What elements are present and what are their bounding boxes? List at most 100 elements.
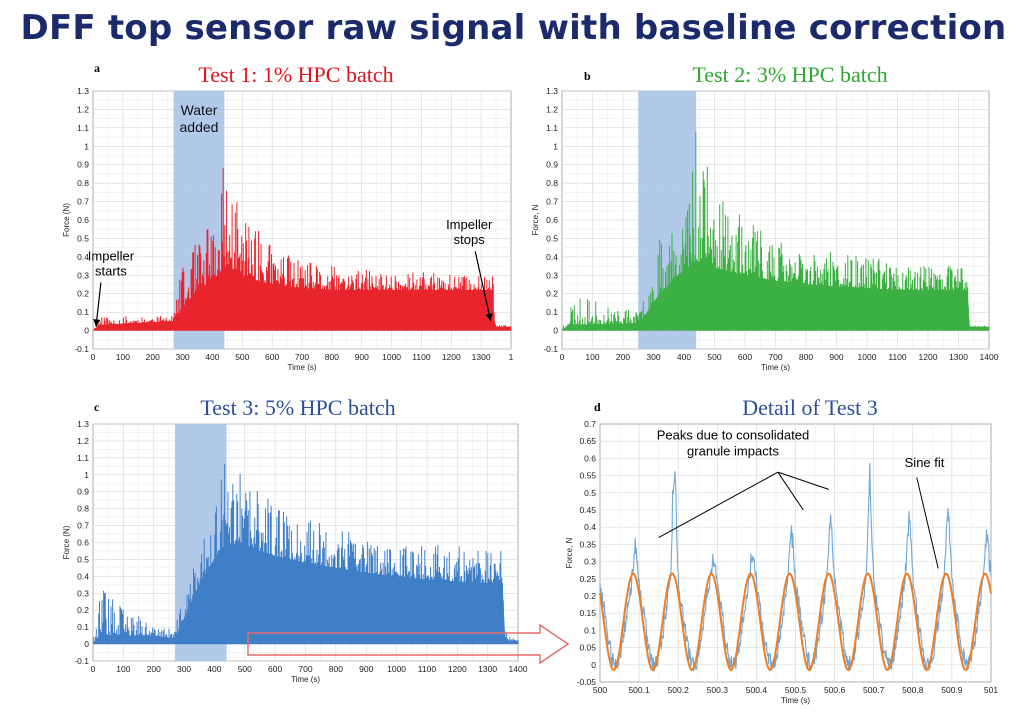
x-tick-label: 100	[116, 352, 130, 362]
y-tick-label: 0.4	[77, 252, 89, 262]
x-axis-label: Time (s)	[287, 363, 316, 372]
x-tick-label: 900	[829, 352, 843, 362]
y-tick-label: 0.55	[579, 471, 596, 481]
x-tick-label: 1000	[382, 352, 401, 362]
x-tick-label: 1	[509, 352, 514, 362]
x-tick-label: 500.4	[746, 685, 768, 695]
y-tick-label: 0.3	[77, 588, 89, 598]
x-tick-label: 500	[707, 352, 721, 362]
x-tick-label: 600	[265, 352, 279, 362]
y-tick-label: 0.15	[579, 608, 596, 618]
annotation-line: stops	[454, 232, 486, 247]
y-tick-label: 1	[84, 470, 89, 480]
y-tick-label: 0.3	[584, 557, 596, 567]
annotation-line: Peaks due to consolidated	[657, 427, 810, 442]
y-tick-label: 0	[84, 639, 89, 649]
signal-series	[93, 168, 512, 331]
x-tick-label: 400	[205, 352, 219, 362]
y-tick-label: -0.1	[543, 344, 558, 354]
connector-arrow-shape	[247, 623, 570, 665]
x-axis-label: Time (s)	[291, 675, 320, 684]
x-tick-label: 600	[738, 352, 752, 362]
x-tick-label: 0	[91, 352, 96, 362]
y-tick-label: 0.7	[546, 197, 558, 207]
y-tick-label: 1	[84, 141, 89, 151]
y-tick-label: 0.3	[77, 270, 89, 280]
y-tick-label: 0.4	[546, 252, 558, 262]
y-tick-label: 0.8	[77, 178, 89, 188]
x-tick-label: 1300	[949, 352, 968, 362]
x-tick-label: 1000	[387, 664, 406, 674]
y-tick-label: 0.1	[546, 307, 558, 317]
y-tick-label: 0	[84, 326, 89, 336]
y-tick-label: 0.5	[77, 554, 89, 564]
y-tick-label: 1	[553, 141, 558, 151]
y-tick-label: 1.3	[77, 419, 89, 429]
annotation-sine-fit-pointer	[916, 477, 939, 569]
y-tick-label: 0.45	[579, 505, 596, 515]
y-tick-label: 0.4	[584, 522, 596, 532]
y-tick-label: 0.3	[546, 270, 558, 280]
x-axis-label: Time (s)	[781, 696, 810, 705]
y-tick-label: 0.5	[77, 233, 89, 243]
y-axis-label: Force (N)	[62, 203, 71, 237]
x-tick-label: 0	[91, 664, 96, 674]
x-tick-label: 500	[235, 352, 249, 362]
y-tick-label: 1.2	[77, 436, 89, 446]
x-tick-label: 300	[646, 352, 660, 362]
arrow-impeller-starts	[93, 282, 102, 327]
axes: 500 500.1 500.2 500.3 500.4 500.5 500.6 500.7 50…	[565, 419, 998, 705]
y-tick-label: 0.8	[546, 178, 558, 188]
panel-c: c Test 3: 5% HPC batch 0 100 200 300 400 500 6…	[62, 395, 528, 684]
signal-series	[93, 463, 519, 645]
y-tick-label: 0.6	[546, 215, 558, 225]
y-tick-label: 0.9	[77, 487, 89, 497]
panel-d-title: Detail of Test 3	[742, 395, 878, 420]
y-tick-label: -0.05	[577, 677, 597, 687]
y-axis-label: Force, N	[531, 204, 540, 235]
axes: 0 100 200 300 400 500 600 700 800 900 1000 1100 1200…	[531, 86, 999, 372]
y-tick-label: 0.2	[77, 289, 89, 299]
signal-body	[93, 542, 518, 645]
x-tick-label: 500.6	[824, 685, 846, 695]
y-tick-label: 0.4	[77, 571, 89, 581]
annotation-line: starts	[95, 264, 127, 279]
main-title: DFF top sensor raw signal with baseline …	[20, 8, 1007, 48]
y-tick-label: 0.2	[77, 605, 89, 615]
x-tick-label: 800	[329, 664, 343, 674]
y-tick-label: 0	[591, 660, 596, 670]
panel-label-c: c	[94, 400, 100, 414]
x-tick-label: 800	[325, 352, 339, 362]
signal-series	[562, 131, 990, 331]
y-tick-label: 0.1	[77, 307, 89, 317]
annotation-line: granule impacts	[687, 443, 779, 458]
panel-c-title: Test 3: 5% HPC batch	[200, 395, 395, 420]
annotation-line: Impeller	[88, 249, 135, 264]
y-tick-label: 1.1	[546, 123, 558, 133]
y-tick-label: 0.2	[546, 289, 558, 299]
y-tick-label: -0.1	[74, 344, 89, 354]
x-tick-label: 100	[116, 664, 130, 674]
x-tick-label: 500.9	[941, 685, 963, 695]
plot-c: 0 100 200 300 400 500 600 700 800 900 1000 1100 1200…	[62, 419, 528, 684]
y-tick-label: 0.7	[77, 197, 89, 207]
x-tick-label: 500.2	[668, 685, 690, 695]
x-tick-label: 1400	[980, 352, 999, 362]
y-tick-label: 0.8	[77, 504, 89, 514]
x-tick-label: 500.3	[707, 685, 729, 695]
panel-label-a: a	[94, 61, 100, 75]
y-tick-label: 0.2	[584, 591, 596, 601]
annotation-line: Water	[181, 102, 218, 118]
plot-a: 0 100 200 300 400 500 600 700 800 900 1000 1100 1200…	[62, 86, 514, 372]
x-tick-label: 1300	[478, 664, 497, 674]
annotation-line: Impeller	[446, 217, 493, 232]
x-tick-label: 1100	[888, 352, 907, 362]
x-tick-label: 400	[677, 352, 691, 362]
x-tick-label: 1400	[509, 664, 528, 674]
x-tick-label: 900	[359, 664, 373, 674]
y-tick-label: 0.35	[579, 539, 596, 549]
x-tick-label: 500.5	[785, 685, 807, 695]
signal-body	[93, 266, 511, 331]
x-tick-label: 900	[355, 352, 369, 362]
